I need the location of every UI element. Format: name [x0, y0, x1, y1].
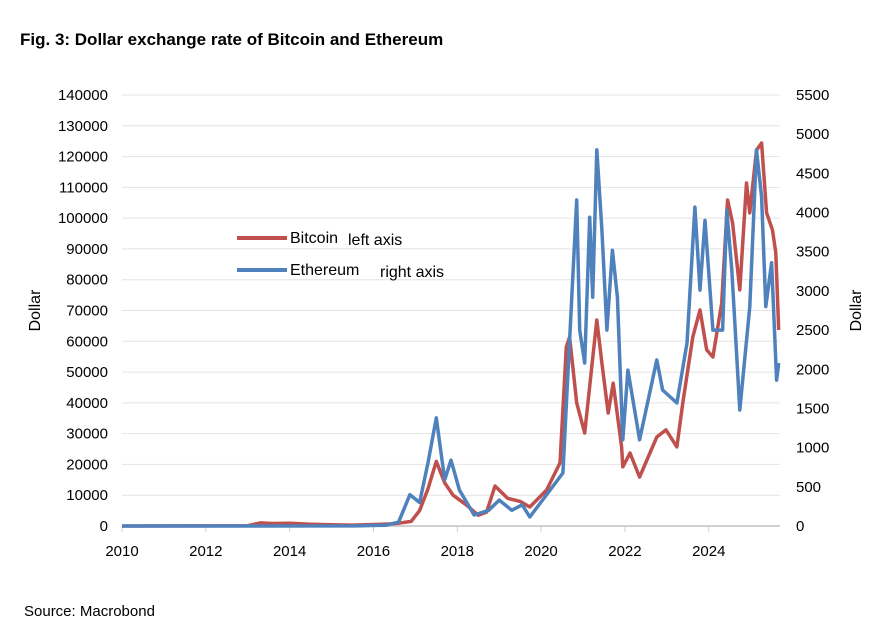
- y-left-axis-title: Dollar: [27, 289, 44, 331]
- x-tick-label: 2020: [524, 543, 557, 560]
- y-right-tick-label: 1000: [796, 440, 829, 457]
- y-right-tick-label: 5500: [796, 87, 829, 104]
- y-right-axis-title: Dollar: [848, 289, 865, 331]
- y-right-tick-label: 1500: [796, 400, 829, 417]
- series-line-ethereum: [122, 150, 779, 526]
- y-left-tick-label: 100000: [58, 210, 108, 227]
- y-left-tick-label: 50000: [66, 364, 108, 381]
- legend-label: Ethereum: [290, 262, 359, 279]
- y-left-tick-label: 60000: [66, 333, 108, 350]
- x-tick-label: 2010: [105, 543, 138, 560]
- y-right-tick-label: 4500: [796, 165, 829, 182]
- legend-axis-note: right axis: [380, 264, 444, 281]
- y-right-tick-label: 4000: [796, 205, 829, 222]
- x-tick-label: 2018: [441, 543, 474, 560]
- y-right-tick-label: 500: [796, 479, 821, 496]
- x-tick-label: 2016: [357, 543, 390, 560]
- y-left-tick-label: 130000: [58, 118, 108, 135]
- y-left-tick-label: 30000: [66, 426, 108, 443]
- x-tick-label: 2024: [692, 543, 725, 560]
- x-tick-label: 2022: [608, 543, 641, 560]
- legend-label: Bitcoin: [290, 230, 338, 247]
- y-left-tick-label: 0: [100, 518, 108, 535]
- y-right-tick-label: 5000: [796, 126, 829, 143]
- series-line-bitcoin: [122, 143, 779, 526]
- y-right-tick-label: 2000: [796, 361, 829, 378]
- legend-axis-note: left axis: [348, 232, 402, 249]
- y-left-tick-label: 110000: [59, 179, 108, 196]
- y-right-tick-label: 3000: [796, 283, 829, 300]
- x-tick-label: 2012: [189, 543, 222, 560]
- y-left-tick-label: 20000: [66, 456, 108, 473]
- y-right-tick-label: 0: [796, 518, 804, 535]
- y-right-tick-label: 2500: [796, 322, 829, 339]
- y-left-tick-label: 80000: [66, 272, 108, 289]
- x-tick-label: 2014: [273, 543, 306, 560]
- y-left-tick-label: 10000: [66, 487, 108, 504]
- y-left-tick-label: 40000: [66, 395, 108, 412]
- source-note: Source: Macrobond: [24, 603, 155, 620]
- y-left-tick-label: 90000: [66, 241, 108, 258]
- y-left-tick-label: 140000: [58, 87, 108, 104]
- y-left-tick-label: 70000: [66, 303, 108, 320]
- y-right-tick-label: 3500: [796, 244, 829, 261]
- y-left-tick-label: 120000: [58, 149, 108, 166]
